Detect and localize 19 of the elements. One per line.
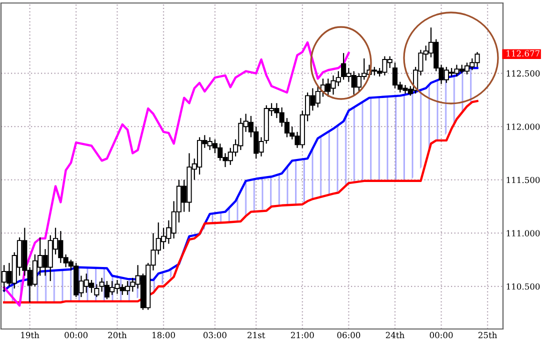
y-tick-label: 112.500 (506, 70, 540, 77)
y-tick-label: 112.000 (506, 124, 540, 130)
candlestick (94, 284, 100, 298)
x-tick-label: 21:00 (290, 332, 314, 338)
x-tick-label: 24th (386, 332, 404, 338)
x-tick-label: 06:00 (337, 332, 360, 338)
y-tick-label: 110.500 (506, 283, 540, 290)
x-tick-label: 00:00 (430, 332, 453, 338)
x-tick-label: 21st (248, 332, 266, 338)
x-tick-label: 19th (21, 332, 40, 338)
x-tick-label: 03:00 (204, 332, 226, 338)
line-series (2, 41, 350, 307)
y-tick-label: 111.500 (506, 176, 540, 184)
text: 112.677 (506, 50, 540, 57)
x-tick-label: 25th (478, 332, 497, 338)
x-tick-label: 20th (108, 332, 127, 338)
x-tick-label: 00:00 (64, 332, 88, 338)
y-tick-label: 111.000 (506, 230, 540, 236)
x-tick-label: 18:00 (152, 332, 175, 338)
